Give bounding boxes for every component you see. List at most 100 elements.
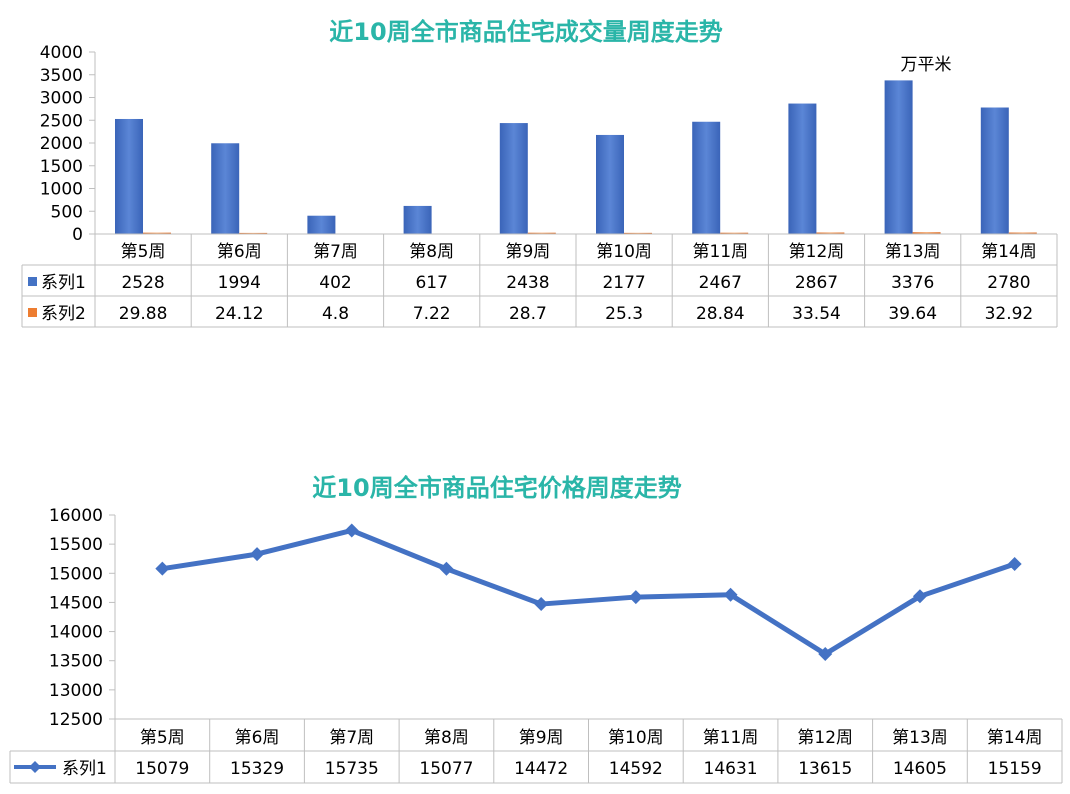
chart1-data-cell: 7.22: [413, 304, 451, 324]
chart2-data-cell: 13615: [798, 759, 852, 779]
chart2-x-tick-label: 第5周: [140, 728, 185, 748]
chart2-legend-key-marker: [29, 761, 41, 773]
chart1-bar-series2: [239, 232, 268, 234]
chart1-x-tick-label: 第10周: [596, 242, 652, 262]
chart1-data-cell: 28.84: [696, 304, 745, 324]
chart1-data-cell: 28.7: [509, 304, 547, 324]
chart2-title: 近10周全市商品住宅价格周度走势: [312, 474, 681, 502]
chart1-data-cell: 2780: [987, 273, 1030, 293]
chart2-data-cell: 14472: [514, 759, 568, 779]
chart1-y-tick-label: 1500: [40, 157, 83, 177]
chart1-x-tick-label: 第11周: [692, 242, 748, 262]
chart2-x-tick-label: 第7周: [329, 728, 374, 748]
chart1-data-cell: 24.12: [215, 304, 264, 324]
chart1-y-tick-label: 2000: [40, 134, 83, 154]
chart2-x-tick-label: 第12周: [797, 728, 853, 748]
chart1-x-tick-label: 第7周: [313, 242, 358, 262]
chart1-bar-series1: [307, 215, 336, 234]
chart1-y-tick-label: 1000: [40, 180, 83, 200]
chart2-y-tick-label: 13500: [49, 652, 103, 672]
chart1-data-cell: 32.92: [985, 304, 1034, 324]
chart1-bar-series1: [788, 103, 817, 234]
chart1-bar-series2: [816, 232, 845, 234]
chart1-bar-series1: [499, 123, 528, 234]
chart1-data-cell: 29.88: [119, 304, 168, 324]
chart1-bar-series2: [624, 232, 652, 234]
chart1-data-cell: 1994: [218, 273, 261, 293]
chart2-data-cell: 15159: [988, 759, 1042, 779]
chart1-x-tick-label: 第9周: [505, 242, 550, 262]
chart1-data-cell: 33.54: [792, 304, 841, 324]
chart2-point-marker: [250, 547, 265, 562]
chart1-legend-key: [28, 308, 37, 317]
chart2-data-cell: 15079: [135, 759, 189, 779]
chart1-data-cell: 3376: [891, 273, 934, 293]
chart1-data-cell: 617: [415, 273, 447, 293]
chart2-point-marker: [1007, 557, 1022, 572]
chart1-y-tick-label: 500: [51, 202, 83, 222]
chart2-y-tick-label: 15000: [49, 564, 103, 584]
chart2-y-tick-label: 15500: [49, 535, 103, 555]
chart1-x-tick-label: 第5周: [121, 242, 166, 262]
chart1-x-tick-label: 第8周: [409, 242, 454, 262]
chart2-point-marker: [155, 561, 170, 576]
chart2-data-cell: 14605: [893, 759, 947, 779]
chart1-x-tick-label: 第13周: [885, 242, 941, 262]
chart2-x-tick-label: 第14周: [987, 728, 1043, 748]
chart1-legend-label: 系列2: [41, 304, 86, 324]
chart1-bar-series1: [692, 121, 721, 234]
chart2-point-marker: [723, 587, 738, 602]
chart1-bar-series1: [403, 205, 432, 234]
chart1-bar-series2: [527, 232, 556, 234]
chart1-bar-series1: [115, 118, 143, 234]
chart1-y-tick-label: 3500: [40, 66, 83, 86]
chart2-point-marker: [628, 590, 643, 605]
chart2-point-marker: [534, 597, 549, 612]
chart2-point-marker: [344, 523, 359, 538]
chart1-bar-series2: [143, 232, 171, 234]
chart1-x-tick-label: 第14周: [981, 242, 1037, 262]
chart1-legend-key: [28, 277, 37, 286]
chart2-data-cell: 14631: [704, 759, 758, 779]
chart2-series-line: [161, 527, 1016, 657]
chart1-data-cell: 2528: [121, 273, 164, 293]
chart1-bar-series2: [912, 232, 941, 234]
chart1-data-cell: 2177: [602, 273, 645, 293]
chart2-point-marker: [818, 647, 833, 662]
chart2-data-cell: 15329: [230, 759, 284, 779]
chart2-point-marker: [439, 561, 454, 576]
chart1-x-tick-label: 第6周: [217, 242, 262, 262]
chart1-y-tick-label: 3000: [40, 89, 83, 109]
chart2-point-marker: [912, 589, 927, 604]
chart1-bar-series1: [211, 143, 240, 234]
chart1-bar-series1: [980, 107, 1009, 234]
chart1-bar-series2: [720, 232, 749, 234]
chart1-title: 近10周全市商品住宅成交量周度走势: [329, 18, 722, 46]
chart2-x-tick-label: 第11周: [703, 728, 759, 748]
chart1-data-cell: 4.8: [322, 304, 349, 324]
chart1-y-tick-label: 0: [72, 225, 83, 245]
chart2-x-tick-label: 第8周: [424, 728, 469, 748]
chart1-x-tick-label: 第12周: [789, 242, 845, 262]
chart2-y-tick-label: 13000: [49, 681, 103, 701]
chart1-bar-series1: [596, 134, 624, 234]
chart2-data-cell: 15077: [419, 759, 473, 779]
chart1-unit-label: 万平米: [901, 55, 952, 75]
chart1-data-cell: 2438: [506, 273, 549, 293]
chart1-data-cell: 25.3: [605, 304, 643, 324]
chart2-x-tick-label: 第10周: [608, 728, 664, 748]
chart2-x-tick-label: 第13周: [892, 728, 948, 748]
chart1-y-tick-label: 4000: [40, 43, 83, 63]
chart2-y-tick-label: 14000: [49, 623, 103, 643]
chart2-y-tick-label: 16000: [49, 506, 103, 526]
chart2-data-cell: 14592: [609, 759, 663, 779]
chart2-x-tick-label: 第6周: [235, 728, 280, 748]
chart1-data-cell: 402: [319, 273, 351, 293]
chart1-bar-series2: [1008, 232, 1037, 234]
chart2-y-tick-label: 12500: [49, 710, 103, 730]
chart1-bar-series1: [884, 80, 913, 234]
chart2-y-tick-label: 14500: [49, 593, 103, 613]
chart1-data-cell: 39.64: [888, 304, 937, 324]
chart2-data-cell: 15735: [325, 759, 379, 779]
